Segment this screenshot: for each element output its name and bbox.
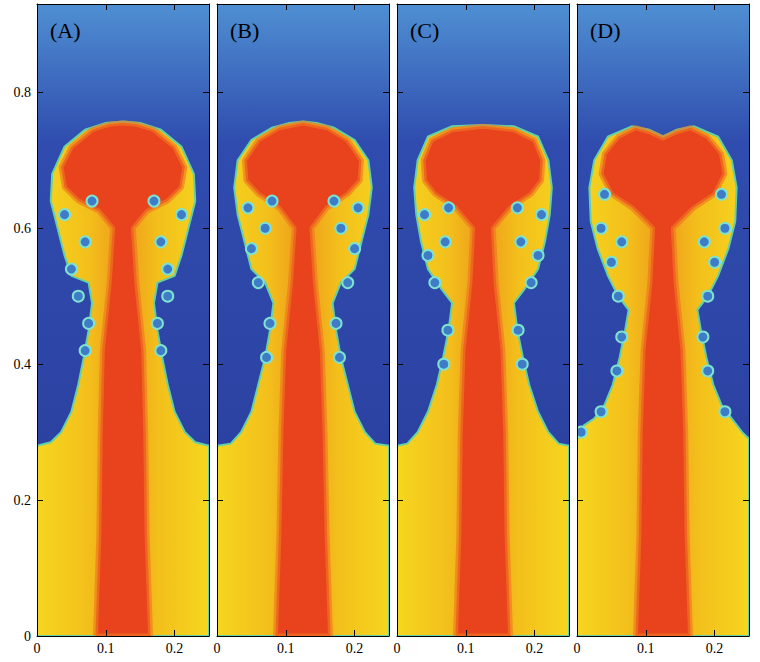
svg-text:0.1: 0.1 [277,641,295,656]
svg-text:0.2: 0.2 [346,641,364,656]
svg-text:(B): (B) [230,18,259,43]
svg-text:0: 0 [34,641,41,656]
svg-text:0.2: 0.2 [166,641,184,656]
svg-text:0.2: 0.2 [706,641,724,656]
svg-text:(D): (D) [590,18,621,43]
svg-text:0: 0 [214,641,221,656]
svg-text:(C): (C) [410,18,439,43]
svg-text:0: 0 [574,641,581,656]
svg-text:0.1: 0.1 [97,641,115,656]
svg-text:0.4: 0.4 [14,357,32,372]
svg-text:0: 0 [394,641,401,656]
svg-text:0.1: 0.1 [457,641,475,656]
svg-text:0.2: 0.2 [14,493,32,508]
svg-text:0.6: 0.6 [14,221,32,236]
svg-text:0.8: 0.8 [14,85,32,100]
svg-text:0.2: 0.2 [526,641,544,656]
svg-text:0: 0 [24,629,31,644]
svg-text:(A): (A) [50,18,81,43]
svg-text:0.1: 0.1 [637,641,655,656]
